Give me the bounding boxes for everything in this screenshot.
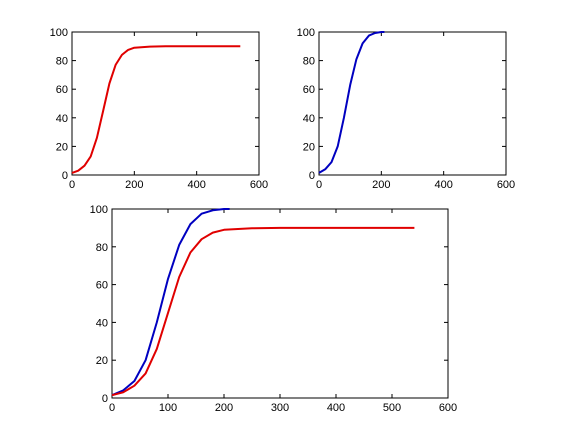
series-line-1 bbox=[111, 226, 415, 397]
y-tick-label: 80 bbox=[96, 242, 108, 254]
x-tick-label: 200 bbox=[125, 179, 143, 191]
x-tick-label: 100 bbox=[159, 402, 177, 414]
x-tick-label: 400 bbox=[187, 179, 205, 191]
y-tick-label: 80 bbox=[56, 56, 68, 68]
y-tick-label: 20 bbox=[303, 141, 315, 153]
x-tick-label: 0 bbox=[316, 179, 322, 191]
y-tick-label: 0 bbox=[62, 170, 68, 182]
axes-frame bbox=[71, 31, 260, 176]
series-line-0 bbox=[71, 45, 241, 174]
x-tick-label: 200 bbox=[372, 179, 390, 191]
subplot-top-right: 0 200 400 600 0 20 40 60 80 100 bbox=[297, 27, 516, 191]
y-tick-label: 60 bbox=[56, 84, 68, 96]
x-tick-label: 600 bbox=[439, 402, 457, 414]
x-tick-label: 600 bbox=[497, 179, 515, 191]
y-tick-label: 0 bbox=[309, 170, 315, 182]
x-tick-label: 0 bbox=[69, 179, 75, 191]
series-line-0 bbox=[111, 208, 230, 397]
subplot-top-left: 0 200 400 600 0 20 40 60 80 100 bbox=[50, 27, 269, 191]
y-tick-label: 100 bbox=[50, 27, 68, 39]
x-tick-label: 500 bbox=[383, 402, 401, 414]
y-tick-label: 40 bbox=[96, 317, 108, 329]
axes-frame bbox=[318, 31, 507, 176]
y-tick-label: 40 bbox=[56, 113, 68, 125]
y-tick-label: 100 bbox=[297, 27, 315, 39]
x-tick-label: 400 bbox=[434, 179, 452, 191]
x-tick-label: 200 bbox=[215, 402, 233, 414]
subplot-bottom: 0 100 200 300 400 500 600 0 20 40 60 80 100 bbox=[90, 204, 458, 414]
y-tick-label: 100 bbox=[90, 204, 108, 216]
y-tick-label: 80 bbox=[303, 56, 315, 68]
y-tick-label: 60 bbox=[96, 280, 108, 292]
y-tick-label: 0 bbox=[102, 393, 108, 405]
x-tick-label: 400 bbox=[327, 402, 345, 414]
y-tick-label: 20 bbox=[56, 141, 68, 153]
x-tick-label: 300 bbox=[271, 402, 289, 414]
y-tick-label: 40 bbox=[303, 113, 315, 125]
x-tick-label: 0 bbox=[109, 402, 115, 414]
x-tick-label: 600 bbox=[250, 179, 268, 191]
y-tick-label: 20 bbox=[96, 355, 108, 367]
series-line-0 bbox=[318, 31, 385, 174]
y-tick-label: 60 bbox=[303, 84, 315, 96]
